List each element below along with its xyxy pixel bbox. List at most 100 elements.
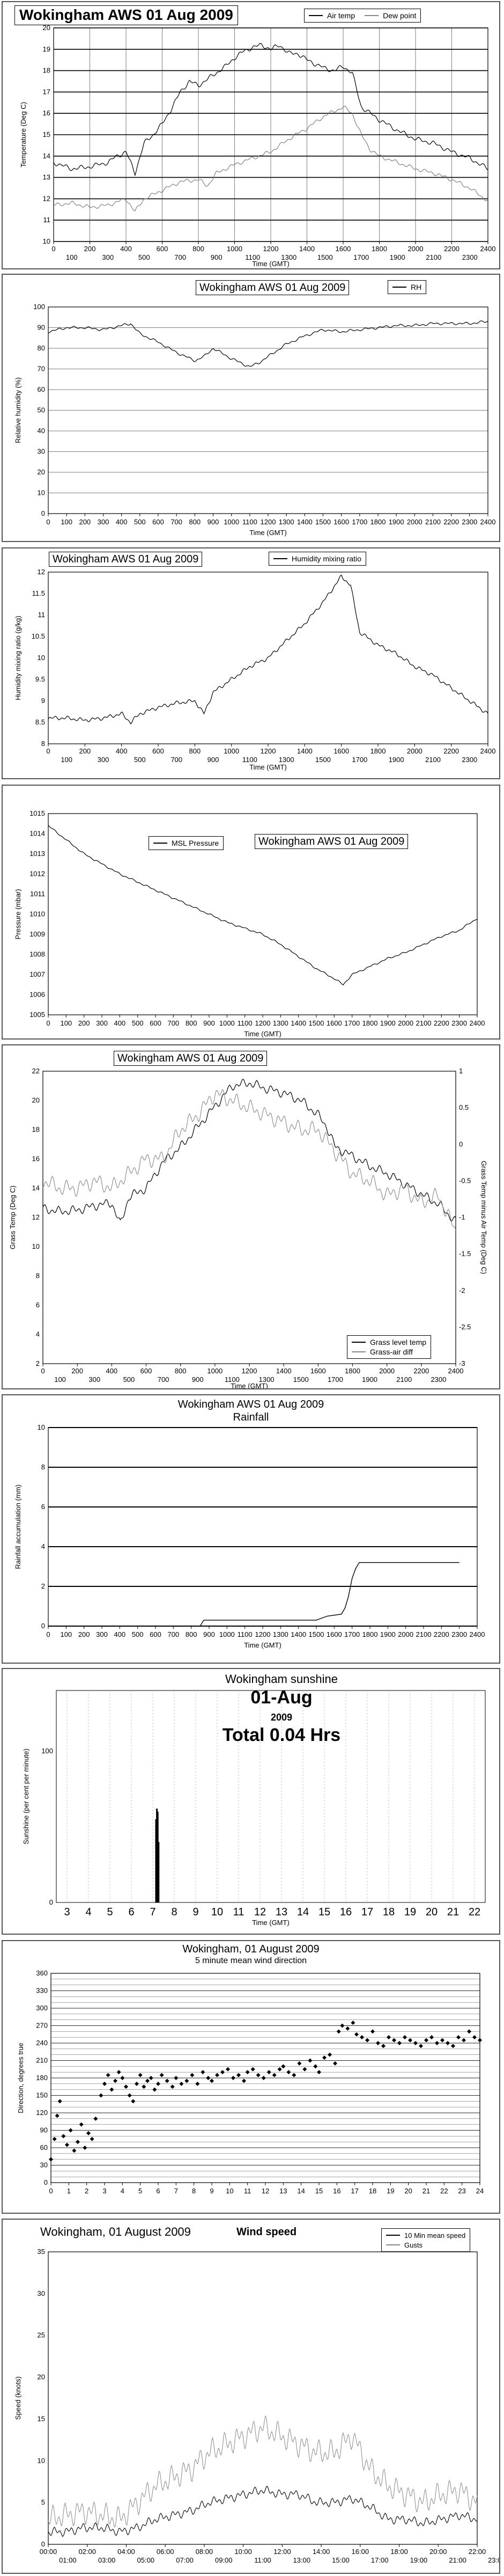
direction-point bbox=[190, 2073, 195, 2077]
y-tick-label: 10 bbox=[38, 1423, 45, 1431]
direction-point bbox=[210, 2079, 214, 2083]
x-tick-label: 20:00 bbox=[429, 2548, 447, 2556]
x-tick-label: 2100 bbox=[425, 518, 441, 526]
x-tick-label: 1000 bbox=[219, 1019, 235, 1027]
x-tick-label: 1500 bbox=[317, 253, 333, 261]
x-tick-label: 200 bbox=[79, 518, 91, 526]
x-tick-label: 300 bbox=[88, 1375, 100, 1384]
y-tick-label: 10 bbox=[43, 237, 50, 245]
direction-point bbox=[292, 2073, 297, 2077]
x-tick-label: 700 bbox=[174, 253, 186, 261]
y-tick-label: 12 bbox=[32, 1213, 40, 1221]
x-tick-label: 23 bbox=[458, 2187, 465, 2195]
direction-point bbox=[376, 2041, 380, 2045]
chart-panel-temperature: 10 11 12 13 14 15 16 17 18 19 20 0 200 400 600 800 1000 1… bbox=[2, 1, 500, 269]
direction-point bbox=[231, 2076, 235, 2080]
direction-point bbox=[451, 2044, 455, 2048]
legend-swatch-pressure bbox=[153, 843, 167, 844]
x-tick-label: 7 bbox=[174, 2187, 178, 2195]
direction-point bbox=[93, 2116, 98, 2121]
x-tick-label: 2100 bbox=[416, 1019, 432, 1027]
x-tick-label: 1200 bbox=[263, 245, 279, 253]
x-tick-label: 700 bbox=[158, 1375, 169, 1384]
wind-speed-chart-svg: 0 5 10 15 20 25 30 35 00:00 02:00 04:00 06:00 08:00 1… bbox=[14, 2248, 499, 2564]
x-tick-label: 600 bbox=[152, 747, 164, 755]
sunshine-bar bbox=[157, 1811, 159, 1902]
x-tick-label: 1600 bbox=[336, 245, 351, 253]
x-axis-label: Time (GMT) bbox=[252, 1919, 290, 1927]
chart-legend: RH bbox=[388, 280, 427, 294]
y-tick-label: 18 bbox=[43, 67, 50, 75]
y-tick-label: 1005 bbox=[29, 1011, 45, 1019]
direction-point bbox=[236, 2073, 241, 2077]
y-tick-label: 210 bbox=[36, 2057, 48, 2065]
x-tick-label: 1000 bbox=[219, 1630, 235, 1638]
x-tick-label: 13:00 bbox=[293, 2556, 310, 2564]
direction-point bbox=[354, 2032, 359, 2037]
x-tick-label: 1700 bbox=[352, 518, 367, 526]
x-tick-label: 400 bbox=[116, 747, 128, 755]
y-tick-label: 100 bbox=[33, 303, 45, 311]
x-tick-label: 500 bbox=[138, 253, 150, 261]
direction-point bbox=[195, 2081, 200, 2086]
direction-point bbox=[57, 2099, 62, 2104]
direction-point bbox=[184, 2079, 189, 2083]
chart-subtitle: Wind speed bbox=[236, 2226, 297, 2238]
y-tick-label: 12 bbox=[38, 568, 45, 576]
direction-point bbox=[206, 2076, 211, 2080]
y-tick-label: 11 bbox=[43, 216, 51, 224]
y-tick-label: 30 bbox=[38, 2289, 45, 2297]
plot-area bbox=[48, 572, 488, 744]
chart-title: Wokingham AWS 01 Aug 2009 bbox=[114, 1051, 268, 1066]
x-tick-label: 2300 bbox=[462, 518, 477, 526]
x-tick-label: 1600 bbox=[333, 518, 349, 526]
chart-panel-pressure: 1005 1006 1007 1008 1009 1010 1011 1012 1013 1014… bbox=[2, 785, 500, 1040]
x-tick-label: 1400 bbox=[299, 245, 315, 253]
y-tick-label: 6 bbox=[36, 1301, 40, 1309]
x-tick-label: 9 bbox=[192, 1906, 198, 1918]
x-tick-label: 5 bbox=[107, 1906, 113, 1918]
x-tick-label: 17 bbox=[351, 2187, 358, 2195]
direction-point bbox=[261, 2076, 266, 2080]
direction-point bbox=[413, 2041, 418, 2045]
x-tick-label: 300 bbox=[98, 518, 109, 526]
y-tick-label: 30 bbox=[40, 2161, 48, 2169]
direction-point bbox=[351, 2021, 355, 2025]
y-tick-label: 15 bbox=[43, 130, 50, 138]
x-tick-label: 2 bbox=[85, 2187, 88, 2195]
series-line-pressure bbox=[48, 825, 478, 986]
x-tick-label: 12 bbox=[254, 1906, 266, 1918]
x-tick-label: 2400 bbox=[480, 518, 496, 526]
series-line-gusts bbox=[48, 2415, 478, 2528]
x-tick-label: 800 bbox=[186, 1019, 197, 1027]
x-tick-label: 900 bbox=[207, 756, 219, 764]
direction-point bbox=[387, 2035, 391, 2040]
y-tick-label: 8.5 bbox=[35, 718, 45, 726]
y2-tick-label: -1.5 bbox=[459, 1250, 471, 1258]
x-tick-label: 00:00 bbox=[40, 2548, 57, 2556]
x-tick-label: 21:00 bbox=[449, 2556, 466, 2564]
sunshine-bar bbox=[158, 1842, 160, 1902]
direction-point bbox=[322, 2055, 327, 2060]
x-tick-label: 11 bbox=[233, 1906, 244, 1918]
direction-point bbox=[152, 2087, 157, 2092]
direction-point bbox=[61, 2134, 66, 2139]
direction-point bbox=[328, 2052, 332, 2057]
chart-title: Wokingham, 01 August 2009 bbox=[182, 1943, 320, 1955]
direction-point bbox=[250, 2067, 255, 2072]
x-tick-label: 1800 bbox=[345, 1367, 360, 1375]
y2-tick-label: 1 bbox=[459, 1067, 463, 1075]
x-tick-label: 1700 bbox=[353, 253, 369, 261]
legend-label: Gusts bbox=[404, 2241, 423, 2249]
y-axis-label: Rainfall accumulation (mm) bbox=[14, 1484, 22, 1569]
x-tick-label: 24 bbox=[476, 2187, 484, 2195]
y-tick-label: 19 bbox=[43, 45, 50, 53]
y-tick-label: 5 bbox=[41, 2498, 45, 2506]
x-tick-label: 18 bbox=[369, 2187, 376, 2195]
x-tick-label: 2100 bbox=[425, 756, 441, 764]
x-axis-label: Time (GMT) bbox=[249, 529, 287, 537]
y-axis-label: Humidity mixing ratio (g/kg) bbox=[14, 616, 22, 700]
x-tick-label: 100 bbox=[54, 1375, 66, 1384]
x-tick-label: 1500 bbox=[315, 756, 331, 764]
x-tick-label: 11 bbox=[244, 2187, 251, 2195]
